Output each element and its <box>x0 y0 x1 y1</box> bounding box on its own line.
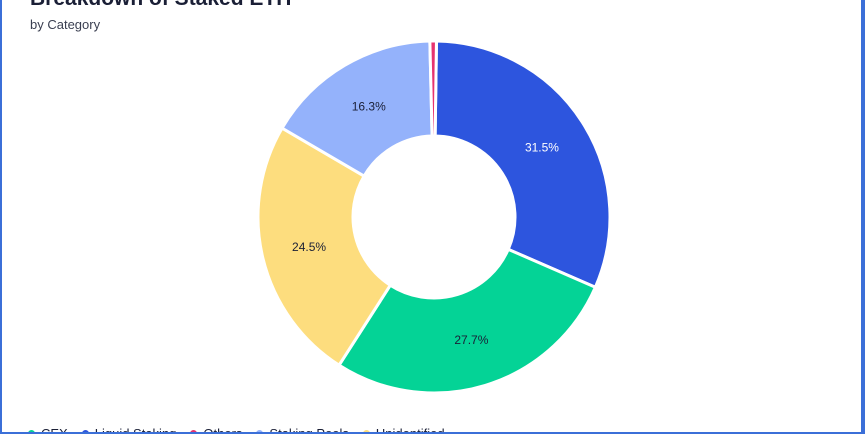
legend-label: Staking Pools <box>269 426 349 434</box>
donut-slice-staking-pools[interactable] <box>280 39 434 179</box>
legend-item-cex[interactable]: CEX <box>28 426 68 434</box>
donut-slice-others[interactable] <box>428 39 438 138</box>
legend-item-unidentified[interactable]: Unidentified <box>362 426 445 434</box>
legend-dot-icon <box>190 430 198 432</box>
donut-slice-liquid-staking[interactable] <box>433 39 612 290</box>
legend-label: CEX <box>41 426 68 434</box>
legend-label: Liquid Staking <box>94 426 177 434</box>
legend-dot-icon <box>256 430 264 432</box>
donut-slice-cex[interactable] <box>336 247 598 395</box>
legend-dot-icon <box>362 430 370 432</box>
donut-slice-unidentified[interactable] <box>256 126 393 368</box>
slice-label-unidentified: 24.5% <box>292 240 326 254</box>
legend-dot-icon <box>81 430 89 432</box>
legend-item-liquid-staking[interactable]: Liquid Staking <box>81 426 177 434</box>
legend-item-others[interactable]: Others <box>190 426 243 434</box>
legend-item-staking-pools[interactable]: Staking Pools <box>256 426 349 434</box>
chart-title: Breakdown of Staked ETH <box>30 0 291 11</box>
slice-label-liquid-staking: 31.5% <box>525 140 559 154</box>
legend-label: Unidentified <box>375 426 445 434</box>
slice-label-cex: 27.7% <box>454 333 488 347</box>
chart-legend: CEX Liquid Staking Others Staking Pools Unid… <box>28 426 445 434</box>
legend-label: Others <box>203 426 243 434</box>
legend-dot-icon <box>28 430 35 432</box>
card-edge <box>861 0 865 434</box>
slice-label-staking-pools: 16.3% <box>352 99 386 113</box>
chart-subtitle: by Category <box>30 17 101 32</box>
